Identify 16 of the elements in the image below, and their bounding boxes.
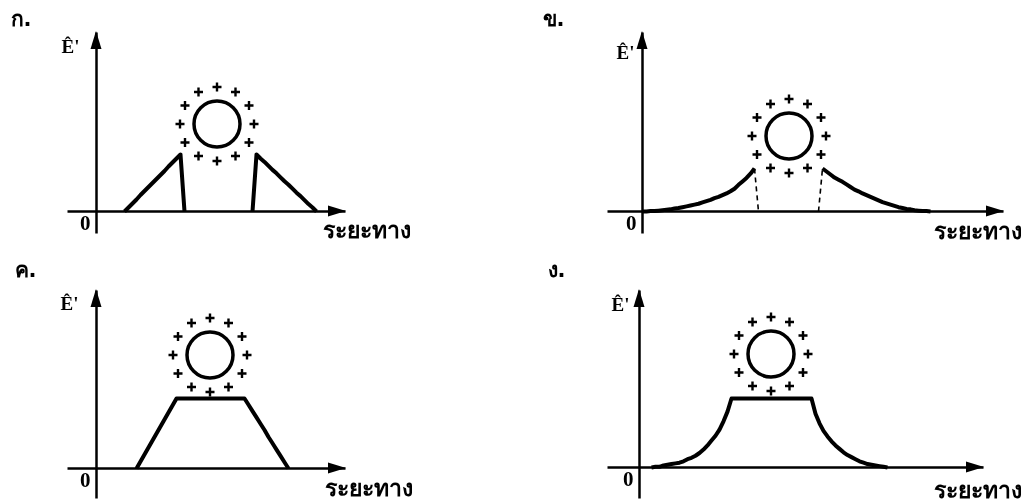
x-axis-title: ระยะทาง [933,217,1022,244]
chart-title: ข. [542,6,565,31]
x-axis-title: ระยะทาง [322,216,411,243]
chart-title: ง. [547,257,566,282]
y-axis-title: Ê' [61,36,80,57]
text: 0 [626,210,637,235]
text: 0 [623,466,634,491]
y-axis-title: Ê' [611,294,630,315]
x-axis-title: ระยะทาง [324,474,413,501]
y-axis-title: Ê' [616,42,635,63]
text: 0 [80,467,91,492]
text: 0 [80,210,91,235]
chart-title: ก. [10,6,32,31]
y-axis-title: Ê' [60,293,79,314]
x-axis-title: ระยะทาง [933,476,1022,502]
chart-title: ค. [14,257,37,282]
